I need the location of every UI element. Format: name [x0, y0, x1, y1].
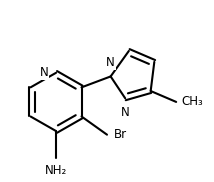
Text: N: N	[106, 56, 115, 69]
Text: NH₂: NH₂	[45, 164, 67, 177]
Text: N: N	[121, 106, 129, 118]
Text: CH₃: CH₃	[182, 95, 203, 108]
Text: Br: Br	[114, 128, 127, 141]
Text: N: N	[40, 66, 49, 79]
